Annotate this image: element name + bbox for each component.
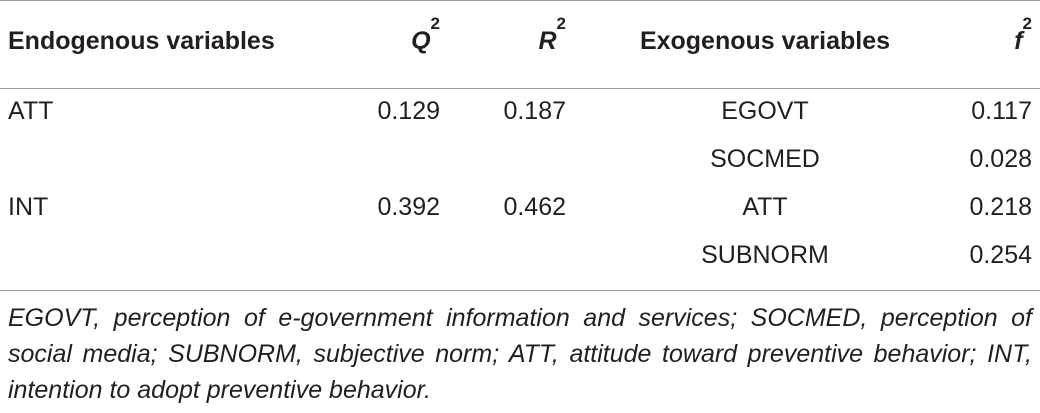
body-cell: ATT: [8, 97, 54, 125]
header-text: f: [1014, 27, 1023, 55]
body-cell: EGOVT: [721, 97, 809, 125]
header-text: R: [538, 27, 557, 55]
header-cell: Endogenous variables: [8, 26, 338, 56]
body-cell: 0.028: [969, 145, 1032, 173]
body-cell: 0.462: [503, 193, 566, 221]
header-cell: Q2: [340, 15, 440, 56]
header-cell: Exogenous variables: [600, 26, 930, 56]
header-superscript: 2: [556, 14, 566, 33]
body-cell: 0.187: [503, 97, 566, 125]
footnote: EGOVT, perception of e-government inform…: [8, 304, 1032, 404]
body-cell: 0.117: [971, 97, 1032, 125]
body-cell: ATT: [742, 193, 788, 221]
body-cell: 0.218: [969, 193, 1032, 221]
body-cell: 0.254: [969, 241, 1032, 269]
header-superscript: 2: [1022, 14, 1032, 33]
body-cell: 0.392: [377, 193, 440, 221]
body-cell: SUBNORM: [701, 241, 829, 269]
body-cell: INT: [8, 193, 49, 221]
header-cell: R2: [466, 15, 566, 56]
header-rule: [0, 88, 1040, 89]
body-cell: 0.129: [377, 97, 440, 125]
header-text: Endogenous variables: [8, 27, 275, 55]
bottom-rule: [0, 290, 1040, 291]
body-cell: SOCMED: [710, 145, 820, 173]
header-text: Q: [411, 27, 431, 55]
header-text: Exogenous variables: [639, 27, 891, 55]
header-cell: f2: [932, 15, 1032, 56]
header-superscript: 2: [430, 14, 440, 33]
top-rule: [0, 0, 1040, 1]
